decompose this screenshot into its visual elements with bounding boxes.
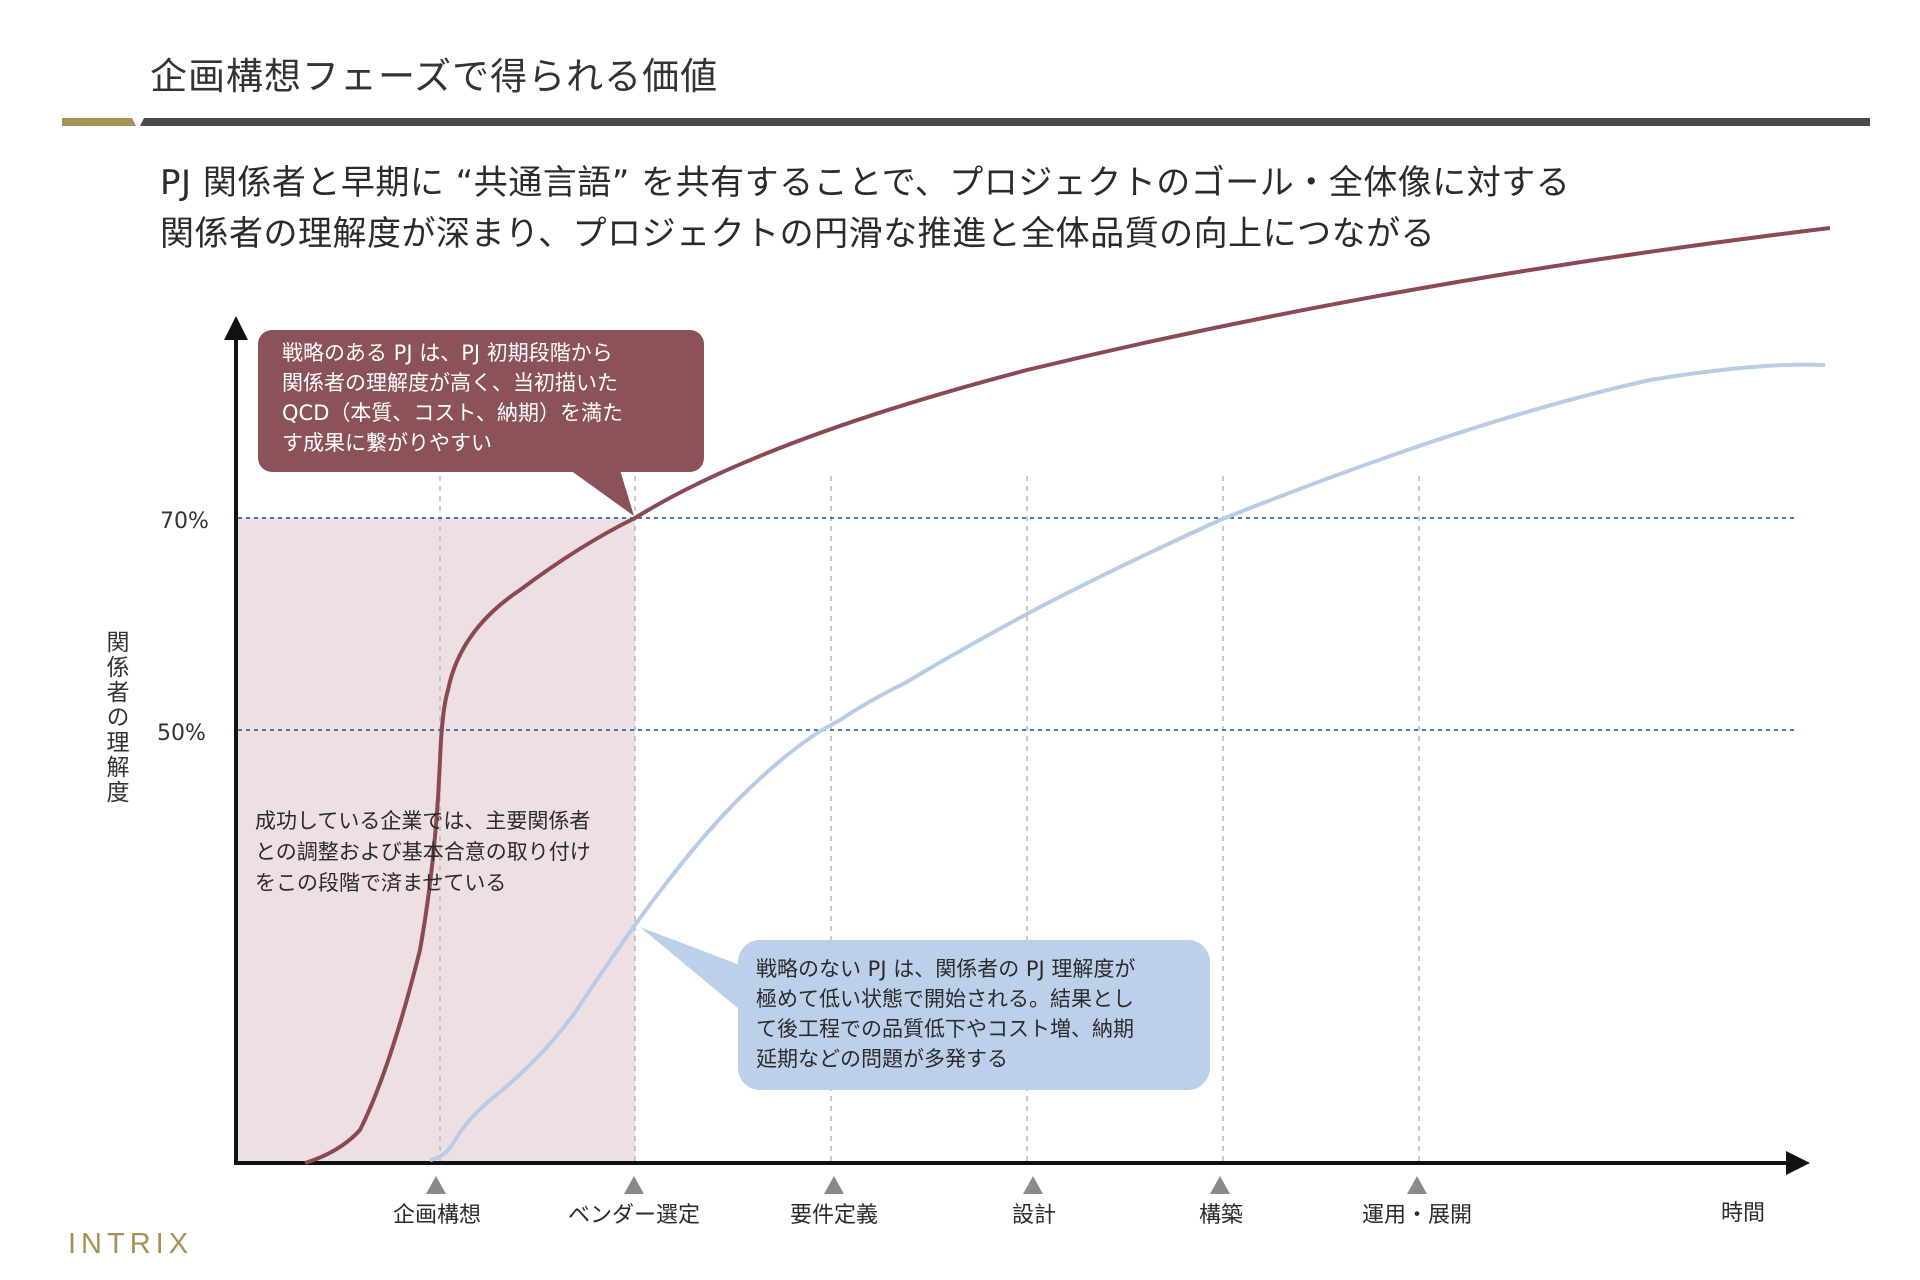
headline-line-2: 関係者の理解度が深まり、プロジェクトの円滑な推進と全体品質の向上につながる bbox=[160, 214, 1436, 254]
callout-nonstrategic-line: 戦略のない PJ は、関係者の PJ 理解度が bbox=[756, 957, 1136, 981]
callout-note-line: との調整および基本合意の取り付け bbox=[255, 840, 591, 864]
callout-strategic-text: 戦略のある PJ は、PJ 初期段階から 関係者の理解度が高く、当初描いた QC… bbox=[282, 338, 623, 458]
y-axis-arrow bbox=[224, 316, 248, 340]
callout-strategic-line: す成果に繋がりやすい bbox=[282, 431, 492, 455]
callout-nonstrategic-box bbox=[738, 940, 1210, 1090]
phase-label: 設計 bbox=[1012, 1203, 1056, 1228]
callout-strategic-line: 関係者の理解度が高く、当初描いた bbox=[282, 371, 618, 395]
phase-marker bbox=[1023, 1176, 1043, 1194]
callout-strategic-pointer bbox=[570, 470, 634, 516]
phase-label: 企画構想 bbox=[393, 1203, 481, 1228]
callout-strategic-line: 戦略のある PJ は、PJ 初期段階から bbox=[282, 341, 613, 365]
page-title: 企画構想フェーズで得られる価値 bbox=[150, 55, 719, 98]
callout-nonstrategic-text: 戦略のない PJ は、関係者の PJ 理解度が 極めて低い状態で開始される。結果… bbox=[756, 954, 1135, 1074]
headline-line-1: PJ 関係者と早期に “共通言語” を共有することで、プロジェクトのゴール・全体… bbox=[160, 163, 1571, 203]
ref-label-70: 70% bbox=[160, 509, 209, 534]
x-axis-arrow bbox=[1786, 1151, 1810, 1175]
phase-label: 構築 bbox=[1199, 1203, 1243, 1228]
phase-marker bbox=[824, 1176, 844, 1194]
callout-nonstrategic-pointer bbox=[640, 927, 740, 1010]
callout-note-line: 成功している企業では、主要関係者 bbox=[255, 809, 591, 833]
phase-markers bbox=[426, 1176, 1427, 1194]
callout-nonstrategic-line: 延期などの問題が多発する bbox=[756, 1047, 1008, 1071]
phase-marker bbox=[1407, 1176, 1427, 1194]
y-axis-label: 関係者の理解度 bbox=[102, 630, 128, 805]
phase-label: ベンダー選定 bbox=[568, 1203, 700, 1228]
phase-marker bbox=[624, 1176, 644, 1194]
callout-nonstrategic-line: 極めて低い状態で開始される。結果とし bbox=[756, 987, 1134, 1011]
callout-note-line: をこの段階で済ませている bbox=[255, 871, 507, 895]
series-line-strategic bbox=[304, 226, 1831, 1165]
phase-marker bbox=[426, 1176, 446, 1194]
ref-label-50: 50% bbox=[157, 721, 206, 746]
callout-note-text: 成功している企業では、主要関係者 との調整および基本合意の取り付け をこの段階で… bbox=[255, 806, 591, 899]
callout-nonstrategic-line: て後工程での品質低下やコスト増、納期 bbox=[756, 1017, 1134, 1041]
x-axis-label: 時間 bbox=[1721, 1201, 1765, 1226]
phase-label: 要件定義 bbox=[790, 1203, 878, 1228]
phase-label: 運用・展開 bbox=[1362, 1203, 1472, 1228]
series-line-nonstrategic bbox=[429, 362, 1826, 1162]
headline: PJ 関係者と早期に “共通言語” を共有することで、プロジェクトのゴール・全体… bbox=[160, 158, 1570, 260]
intrix-logo: INTRIX bbox=[68, 1228, 194, 1260]
phase-marker bbox=[1210, 1176, 1230, 1194]
callout-strategic-line: QCD（本質、コスト、納期）を満た bbox=[282, 401, 623, 425]
callout-strategic-box bbox=[258, 330, 704, 472]
